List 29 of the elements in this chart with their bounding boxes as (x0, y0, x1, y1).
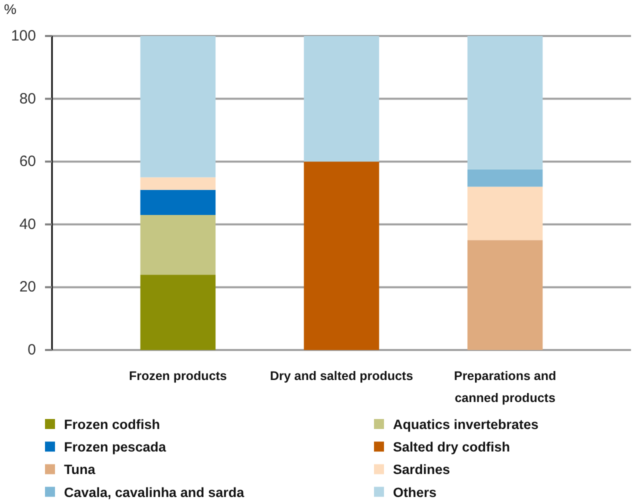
y-tick-label: 80 (19, 90, 36, 108)
y-tick-label: 40 (19, 216, 36, 233)
legend-label: Tuna (64, 462, 96, 477)
x-tick-label: Dry and salted products (270, 369, 414, 383)
y-axis-title: % (4, 1, 16, 17)
x-tick-label: Preparations and canned products (454, 369, 556, 405)
y-tick-label: 0 (28, 342, 36, 358)
y-tick-label: 60 (19, 153, 36, 170)
legend-label: Others (393, 484, 437, 500)
bar (140, 274, 216, 350)
bar (140, 214, 216, 275)
bar (304, 162, 380, 350)
bar (140, 190, 216, 215)
legend-label: Sardines (393, 462, 450, 477)
bar (467, 169, 543, 187)
bar (467, 186, 543, 240)
bar (140, 36, 216, 178)
legend-label: Frozen codfish (64, 416, 160, 432)
legend-label: Cavala, cavalinha and sarda (64, 484, 245, 500)
x-tick-label: Frozen products (128, 369, 227, 383)
legend-label: Salted dry codfish (393, 439, 510, 454)
bar (304, 36, 380, 162)
bar (140, 177, 216, 190)
bar (467, 240, 543, 350)
y-tick-label: 20 (19, 278, 36, 296)
y-tick-label: 100 (10, 28, 36, 44)
legend-label: Frozen pescada (64, 439, 167, 454)
bar (467, 36, 543, 170)
legend-label: Aquatics invertebrates (393, 416, 539, 432)
